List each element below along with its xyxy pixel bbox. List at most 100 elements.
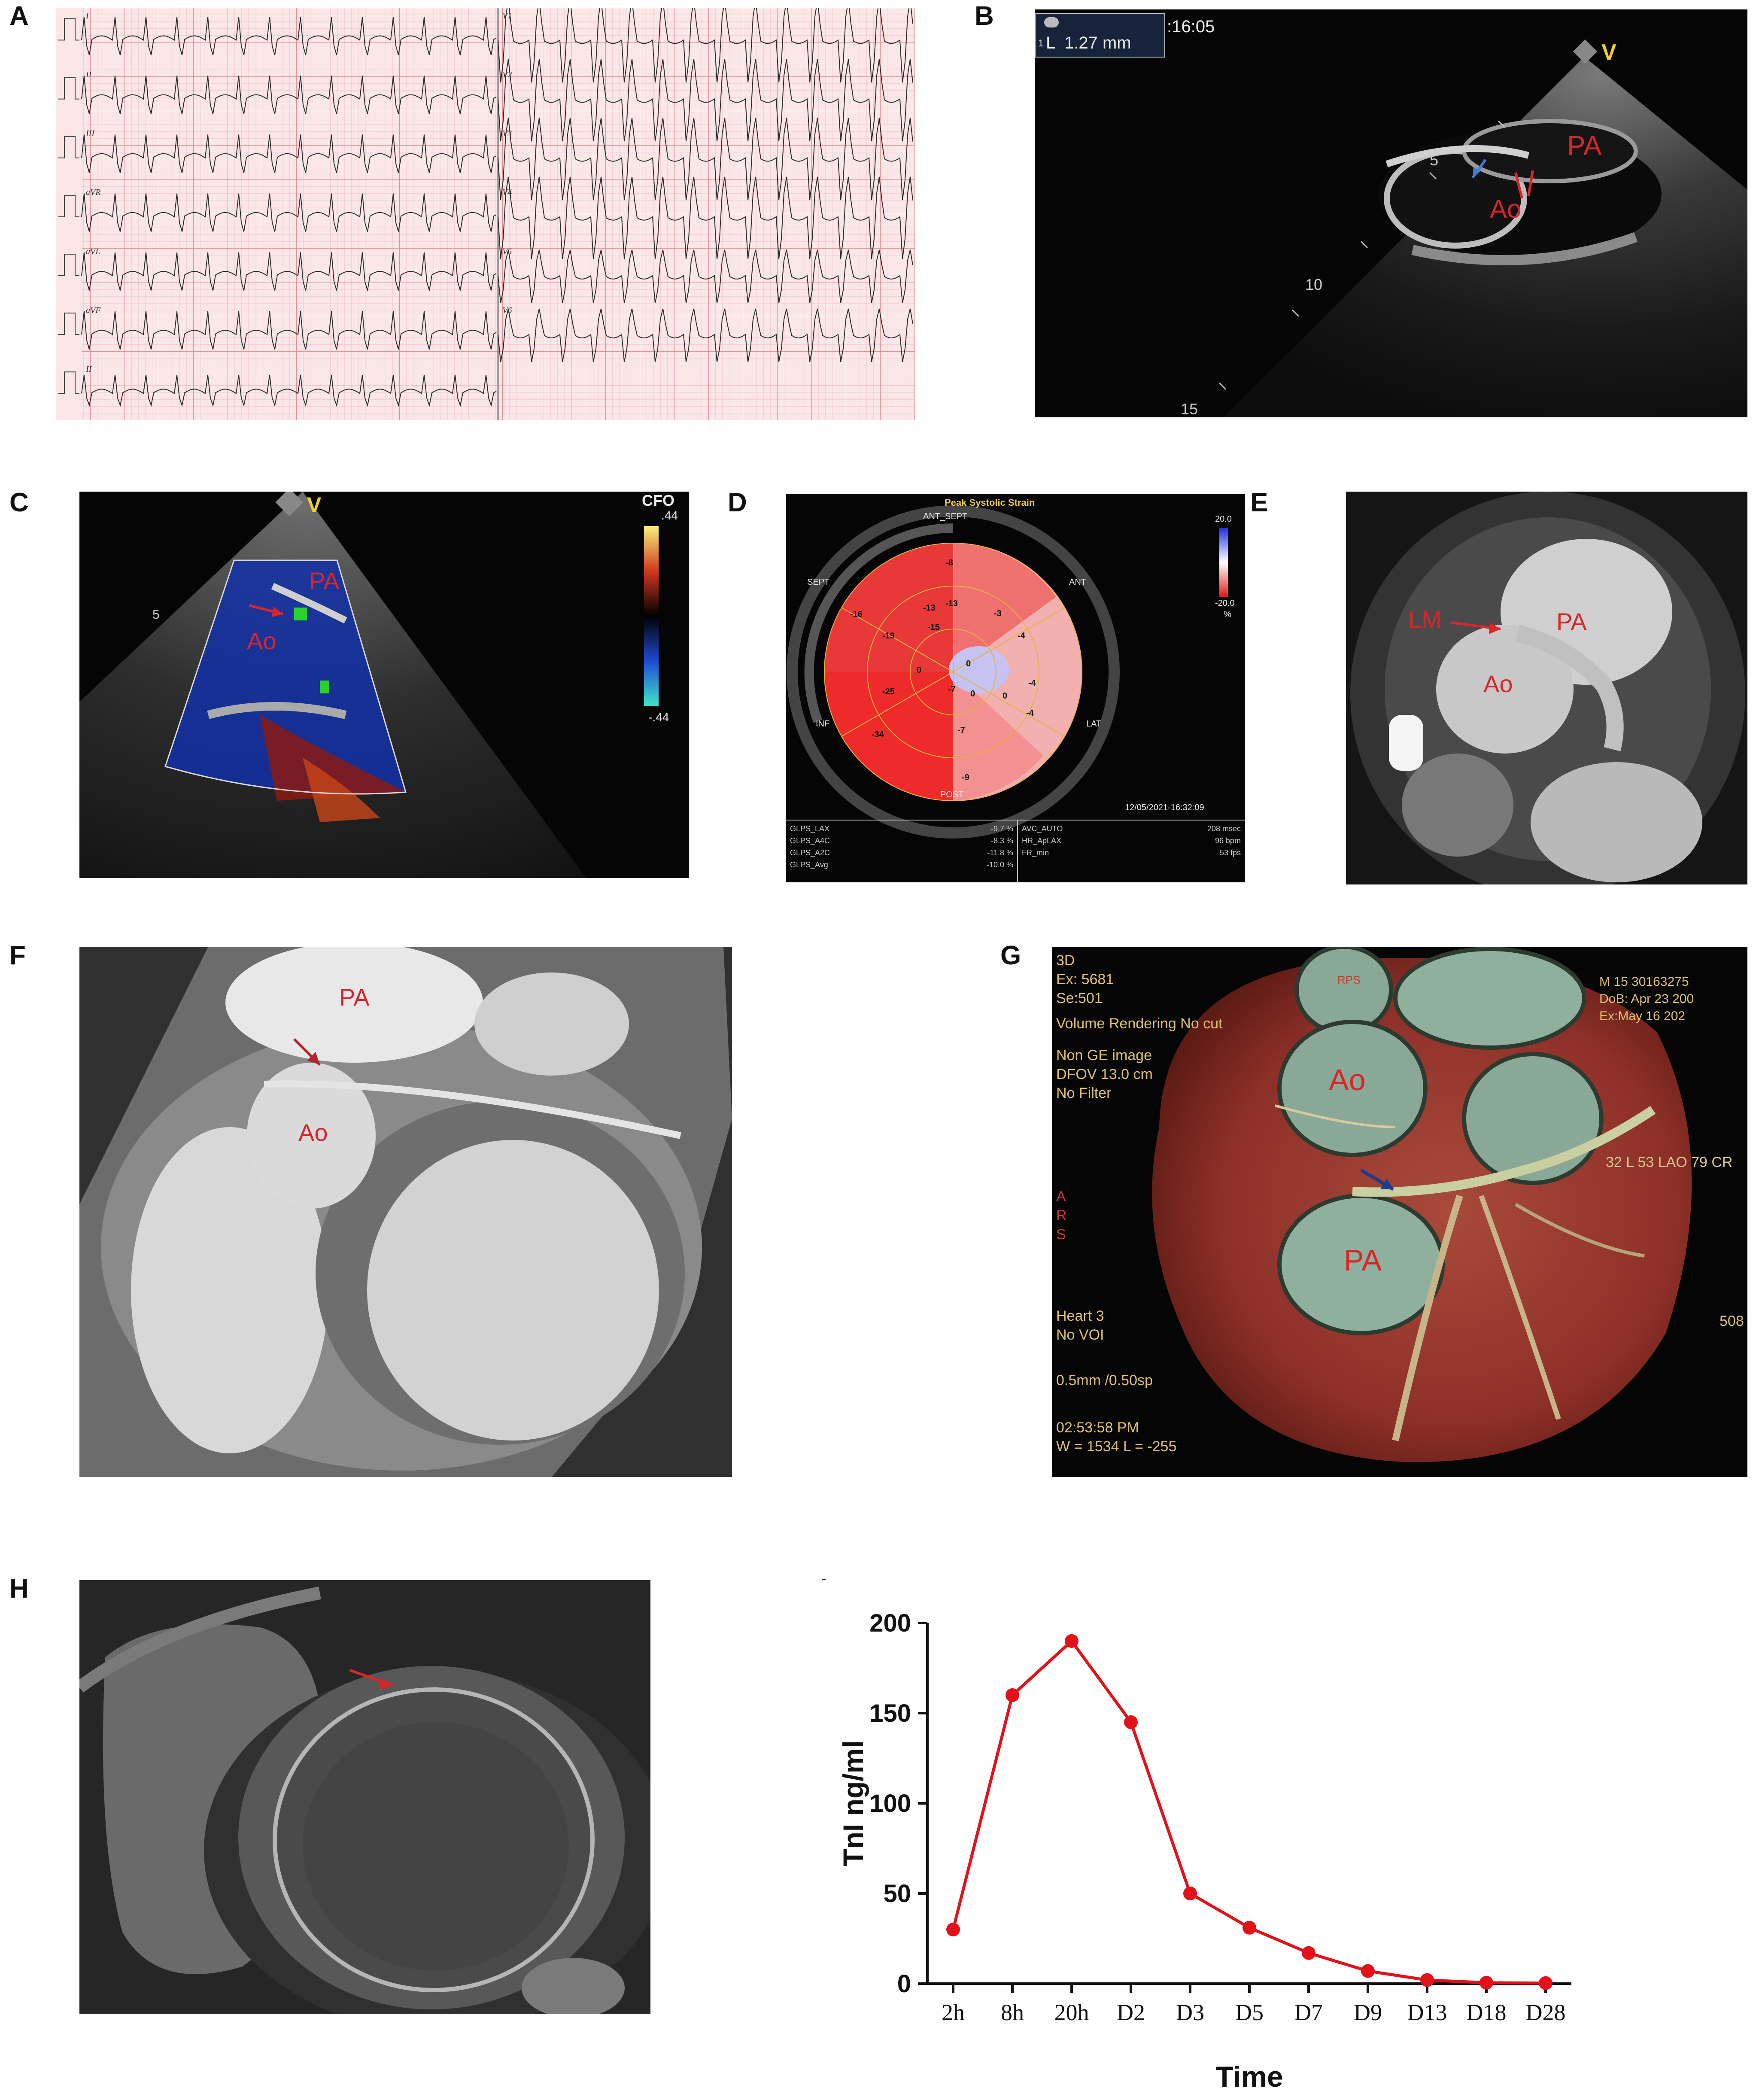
strain-segment-value: -25	[882, 687, 895, 696]
tni-data-point	[1420, 1973, 1434, 1987]
strain-table-value: 96 bpm	[1215, 836, 1241, 845]
strain-segment-value: -4	[1026, 708, 1034, 718]
y-tick-label: 0	[897, 1970, 911, 1998]
strain-segment-value: 0	[1003, 691, 1008, 701]
tni-data-point	[1183, 1887, 1197, 1900]
vr-overlay-text: DoB: Apr 23 200	[1599, 992, 1694, 1006]
strain-segment-value: -4	[1028, 678, 1036, 688]
x-tick-label: D13	[1407, 2000, 1447, 2025]
ecg-panel: I II III aVR aVL aVF II V1 V2 V3 V4 V5 V6	[56, 8, 915, 420]
panel-label-b: B	[975, 1, 994, 31]
ao-vessel-f	[247, 1063, 376, 1209]
ecg-lead-label: aVR	[86, 188, 101, 197]
strain-table-key: GLPS_A2C	[790, 848, 830, 857]
tni-data-point	[1006, 1688, 1019, 1702]
y-axis-label: TnI ng/ml	[837, 1740, 869, 1866]
label-ao: Ao	[1490, 195, 1522, 223]
ecg-trace-right	[498, 8, 913, 83]
ct-e-panel: LM PA Ao	[1346, 492, 1747, 884]
vr-overlay-text: 02:53:58 PM	[1056, 1419, 1139, 1436]
y-tick-label: 200	[869, 1609, 911, 1637]
panel-label-e: E	[1250, 488, 1268, 517]
seg-ant: ANT	[1069, 577, 1086, 587]
x-tick-label: D9	[1354, 2000, 1382, 2025]
echo-time: :16:05	[1167, 17, 1215, 36]
ecg-lead-label: V3	[502, 129, 512, 138]
vr-overlay-text: Se:501	[1056, 990, 1103, 1006]
strain-table-key: FR_min	[1022, 848, 1049, 857]
strain-table-key: AVC_AUTO	[1022, 824, 1063, 833]
x-axis-label: Time	[1215, 2060, 1283, 2093]
x-tick-label: D28	[1526, 2000, 1566, 2025]
vr-overlay-text: No Filter	[1056, 1085, 1112, 1101]
vr-overlay-text: Volume Rendering No cut	[1056, 1015, 1223, 1032]
ecg-lead-label: V1	[502, 11, 512, 21]
x-tick-label: D5	[1235, 2000, 1264, 2025]
ecg-trace-left	[81, 76, 497, 114]
ecg-trace-left	[81, 134, 497, 173]
x-tick-label: 20h	[1054, 2000, 1089, 2025]
panel-label-f: F	[9, 941, 26, 970]
vr-overlay-text: Ex: 5681	[1056, 971, 1114, 988]
y-tick-label: 150	[869, 1699, 911, 1727]
vr-view-angle: 32 L 53 LAO 79 CR	[1606, 1154, 1733, 1170]
strain-segment-value: -34	[872, 730, 884, 739]
strain-table-value: 53 fps	[1219, 848, 1241, 857]
y-tick-label: 100	[869, 1790, 911, 1817]
ecg-lead-label: II	[86, 70, 92, 79]
probe-marker-c: V	[307, 493, 322, 517]
ecg-lead-label: aVF	[86, 306, 101, 315]
left-ventricle	[367, 1140, 659, 1441]
strain-segment-value: 0	[917, 666, 922, 675]
ecg-lead-label: III	[86, 129, 94, 138]
strain-table-value: -11.8 %	[987, 848, 1013, 857]
strain-segment-value: -7	[948, 685, 956, 694]
tni-data-point	[1243, 1921, 1256, 1935]
strain-segment-value: 0	[966, 659, 971, 669]
panel-label-a: A	[9, 1, 29, 31]
strain-table-key: HR_ApLAX	[1022, 836, 1062, 845]
strain-table-value: -10.0 %	[986, 860, 1013, 869]
ct-f-panel: PA Ao	[79, 947, 732, 1477]
strain-segment-value: 0	[970, 689, 975, 699]
ecg-trace-right	[498, 176, 913, 259]
strain-table-key: GLPS_LAX	[790, 824, 830, 833]
measurement-box: 1 L 1.27 mm	[1035, 13, 1165, 58]
x-tick-label: D2	[1117, 2000, 1145, 2025]
vr-overlay-text: Heart 3	[1056, 1308, 1104, 1324]
label-ao-e: Ao	[1483, 670, 1513, 697]
label-pa-c: PA	[309, 567, 340, 594]
vr-g-panel: 3D Ex: 5681 Se:501 Volume Rendering No cut N…	[1052, 947, 1747, 1477]
tni-chart-panel: 0 50 100 150 200 2h 8h 20h D2 D3 D5 D7 D9 D13 D18 D28 Tn…	[816, 1580, 1631, 2095]
panel-label-c: C	[9, 488, 29, 517]
strain-scale-min: -20.0	[1215, 599, 1235, 608]
ecg-trace-right	[498, 59, 913, 142]
ecg-lead-label: V2	[502, 70, 512, 79]
seg-post: POST	[940, 790, 964, 799]
strain-segment-value: -13	[945, 599, 958, 608]
depth-tick-c: 5	[152, 608, 160, 622]
strain-panel: Peak Systolic Strain ANT_SEPT ANT SEPT L…	[786, 494, 1245, 882]
tni-data-point	[946, 1923, 960, 1936]
ecg-lead-label: I	[86, 11, 89, 21]
strain-table-value: 208 msec	[1207, 824, 1241, 833]
tni-chart: 0 50 100 150 200 2h 8h 20h D2 D3 D5 D7 D9 D13 D18 D28 Tn…	[837, 1609, 1571, 2093]
label-pa-g: PA	[1344, 1243, 1382, 1277]
x-tick-label: D18	[1467, 2000, 1507, 2025]
ecg-trace-right	[498, 249, 913, 303]
scale-bottom: -.44	[648, 711, 669, 724]
x-tick-label: D3	[1176, 2000, 1204, 2025]
y-tick-label: 50	[883, 1880, 911, 1908]
strain-table-value: -8.3 %	[990, 836, 1013, 845]
seg-sept: SEPT	[807, 577, 830, 587]
label-ao-f: Ao	[298, 1119, 328, 1146]
tni-data-point	[1065, 1634, 1079, 1648]
x-tick-label: 2h	[942, 2000, 965, 2025]
red-arrows	[1514, 170, 1534, 199]
ecg-lead-label: V4	[502, 188, 512, 197]
label-ao-c: Ao	[247, 627, 276, 654]
ecg-trace-left	[81, 17, 497, 55]
vr-overlay-text: DFOV 13.0 cm	[1056, 1066, 1153, 1082]
x-tick-label: D7	[1294, 2000, 1323, 2025]
seg-ant-sept: ANT_SEPT	[923, 512, 968, 521]
